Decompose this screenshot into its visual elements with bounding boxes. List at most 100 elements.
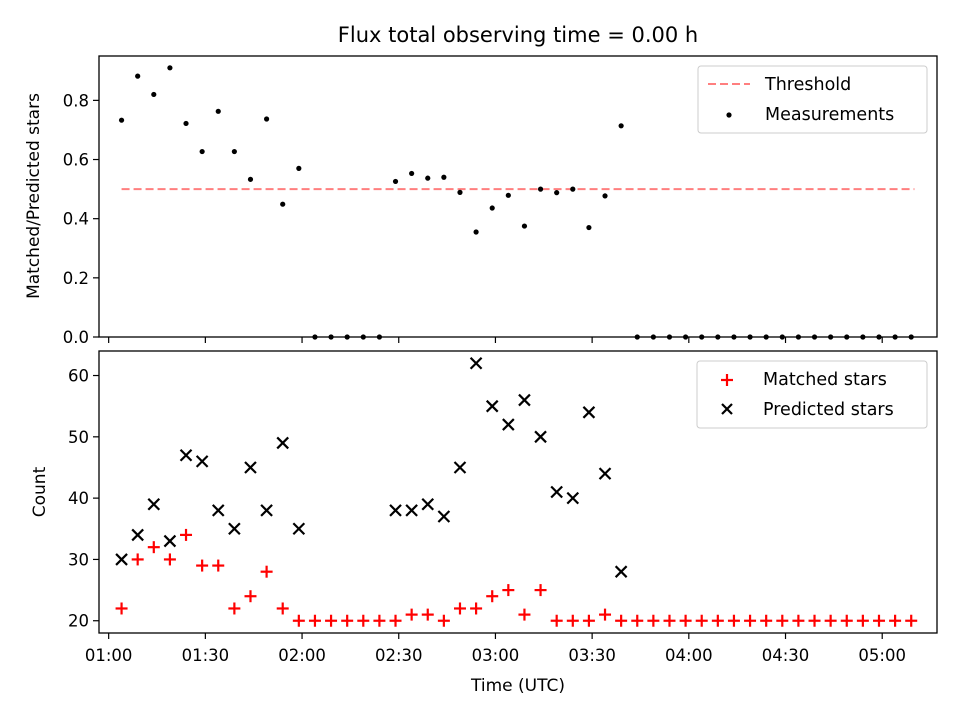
predicted-stars-points xyxy=(115,356,628,578)
predicted-star-point xyxy=(469,356,483,370)
measurement-point xyxy=(666,334,673,340)
bottom-x-tick-label: 03:00 xyxy=(472,646,520,665)
top-plot-area xyxy=(98,55,938,338)
measurement-point xyxy=(264,116,270,122)
bottom-y-axis: 20 30 40 50 60 xyxy=(68,367,99,631)
measurement-point xyxy=(199,148,205,155)
matched-star-point xyxy=(115,602,128,615)
legend-threshold-label: Threshold xyxy=(764,75,851,95)
chart-title: Flux total observing time = 0.00 h xyxy=(338,23,698,47)
bottom-y-tick-label: 40 xyxy=(68,489,89,508)
legend-predicted-swatch xyxy=(721,403,733,415)
predicted-star-point xyxy=(566,491,580,505)
bottom-plot-area xyxy=(98,350,938,634)
matched-star-point xyxy=(357,614,370,627)
matched-star-point xyxy=(518,608,531,621)
predicted-star-point xyxy=(518,393,531,407)
bottom-panel: 20 30 40 50 60 01:00 01:30 02:00 02:30 03:00 03:3… xyxy=(30,350,938,696)
matched-star-point xyxy=(147,541,160,554)
measurement-point xyxy=(634,334,640,340)
measurement-point xyxy=(409,170,415,177)
matched-star-point xyxy=(389,614,402,627)
measurement-point xyxy=(505,192,511,198)
measurement-point xyxy=(135,73,141,79)
measurement-point xyxy=(118,117,125,123)
predicted-star-point xyxy=(453,461,467,474)
matched-star-point xyxy=(244,590,257,603)
matched-star-point xyxy=(792,614,805,627)
bottom-y-tick-label: 50 xyxy=(68,428,89,447)
measurement-point xyxy=(376,334,383,340)
top-y-tick-label: 0.0 xyxy=(63,328,89,347)
matched-star-point xyxy=(180,528,193,541)
matched-star-point xyxy=(453,602,466,615)
top-x-axis xyxy=(108,337,883,343)
bottom-y-tick-label: 20 xyxy=(68,612,89,631)
top-y-axis: 0.0 0.2 0.4 0.6 0.8 xyxy=(63,91,99,347)
measurement-point xyxy=(231,148,237,155)
bottom-x-tick-label: 05:00 xyxy=(858,646,906,665)
predicted-star-point xyxy=(276,436,289,450)
measurement-point xyxy=(392,178,399,185)
measurement-point xyxy=(618,123,624,129)
measurement-point xyxy=(554,190,560,196)
bottom-legend: Matched stars Predicted stars xyxy=(696,360,928,429)
predicted-star-point xyxy=(244,461,257,474)
matched-star-point xyxy=(566,614,579,627)
legend-measurement-swatch xyxy=(726,112,732,118)
top-legend: Threshold Measurements xyxy=(697,65,928,134)
matched-star-point xyxy=(760,614,773,627)
measurement-point xyxy=(457,189,463,195)
top-y-tick-label: 0.8 xyxy=(63,91,89,110)
matched-star-point xyxy=(711,614,724,627)
matched-star-point xyxy=(373,614,386,627)
measurement-point xyxy=(731,334,737,340)
matched-star-point xyxy=(470,602,483,615)
measurement-point xyxy=(795,334,802,340)
measurement-point xyxy=(570,186,576,192)
matched-star-point xyxy=(695,614,708,627)
matched-star-point xyxy=(599,608,612,621)
measurement-point xyxy=(779,334,785,340)
matched-star-point xyxy=(905,614,918,627)
measurement-point xyxy=(167,65,173,71)
matched-star-point xyxy=(437,614,450,627)
measurement-point xyxy=(360,334,366,340)
bottom-x-tick-label: 04:30 xyxy=(762,646,810,665)
predicted-star-point xyxy=(195,455,209,468)
matched-star-point xyxy=(647,614,660,627)
predicted-star-point xyxy=(163,534,177,548)
matched-star-point xyxy=(341,614,354,627)
measurement-point xyxy=(876,334,882,340)
measurement-point xyxy=(828,334,834,340)
measurement-point xyxy=(296,165,302,171)
predicted-star-point xyxy=(502,418,515,431)
top-y-tick-label: 0.2 xyxy=(63,269,89,288)
predicted-star-point xyxy=(614,565,628,578)
bottom-x-tick-label: 02:30 xyxy=(375,646,423,665)
predicted-star-point xyxy=(228,522,241,536)
predicted-star-point xyxy=(179,448,193,462)
matched-star-point xyxy=(486,590,499,603)
top-panel: 0.00.20.40.60.8 Matched/Predicted stars … xyxy=(24,55,938,347)
matched-star-point xyxy=(872,614,885,627)
top-legend-box xyxy=(697,65,928,134)
measurement-point xyxy=(763,334,769,340)
measurement-point xyxy=(521,223,528,229)
measurement-point xyxy=(650,334,656,340)
matched-star-point xyxy=(325,614,338,627)
matched-star-point xyxy=(260,565,273,578)
bottom-y-tick-label: 30 xyxy=(68,550,89,569)
measurement-point xyxy=(312,334,318,340)
measurement-point xyxy=(715,334,721,340)
predicted-star-point xyxy=(115,553,128,566)
matched-star-point xyxy=(824,614,837,627)
matched-star-point xyxy=(663,614,676,627)
bottom-legend-box xyxy=(696,360,928,429)
matched-star-point xyxy=(276,602,289,615)
bottom-x-tick-label: 01:00 xyxy=(85,646,133,665)
legend-matched-label: Matched stars xyxy=(763,370,887,390)
predicted-star-point xyxy=(260,504,273,517)
measurement-point xyxy=(586,224,592,231)
matched-star-point xyxy=(840,614,853,627)
